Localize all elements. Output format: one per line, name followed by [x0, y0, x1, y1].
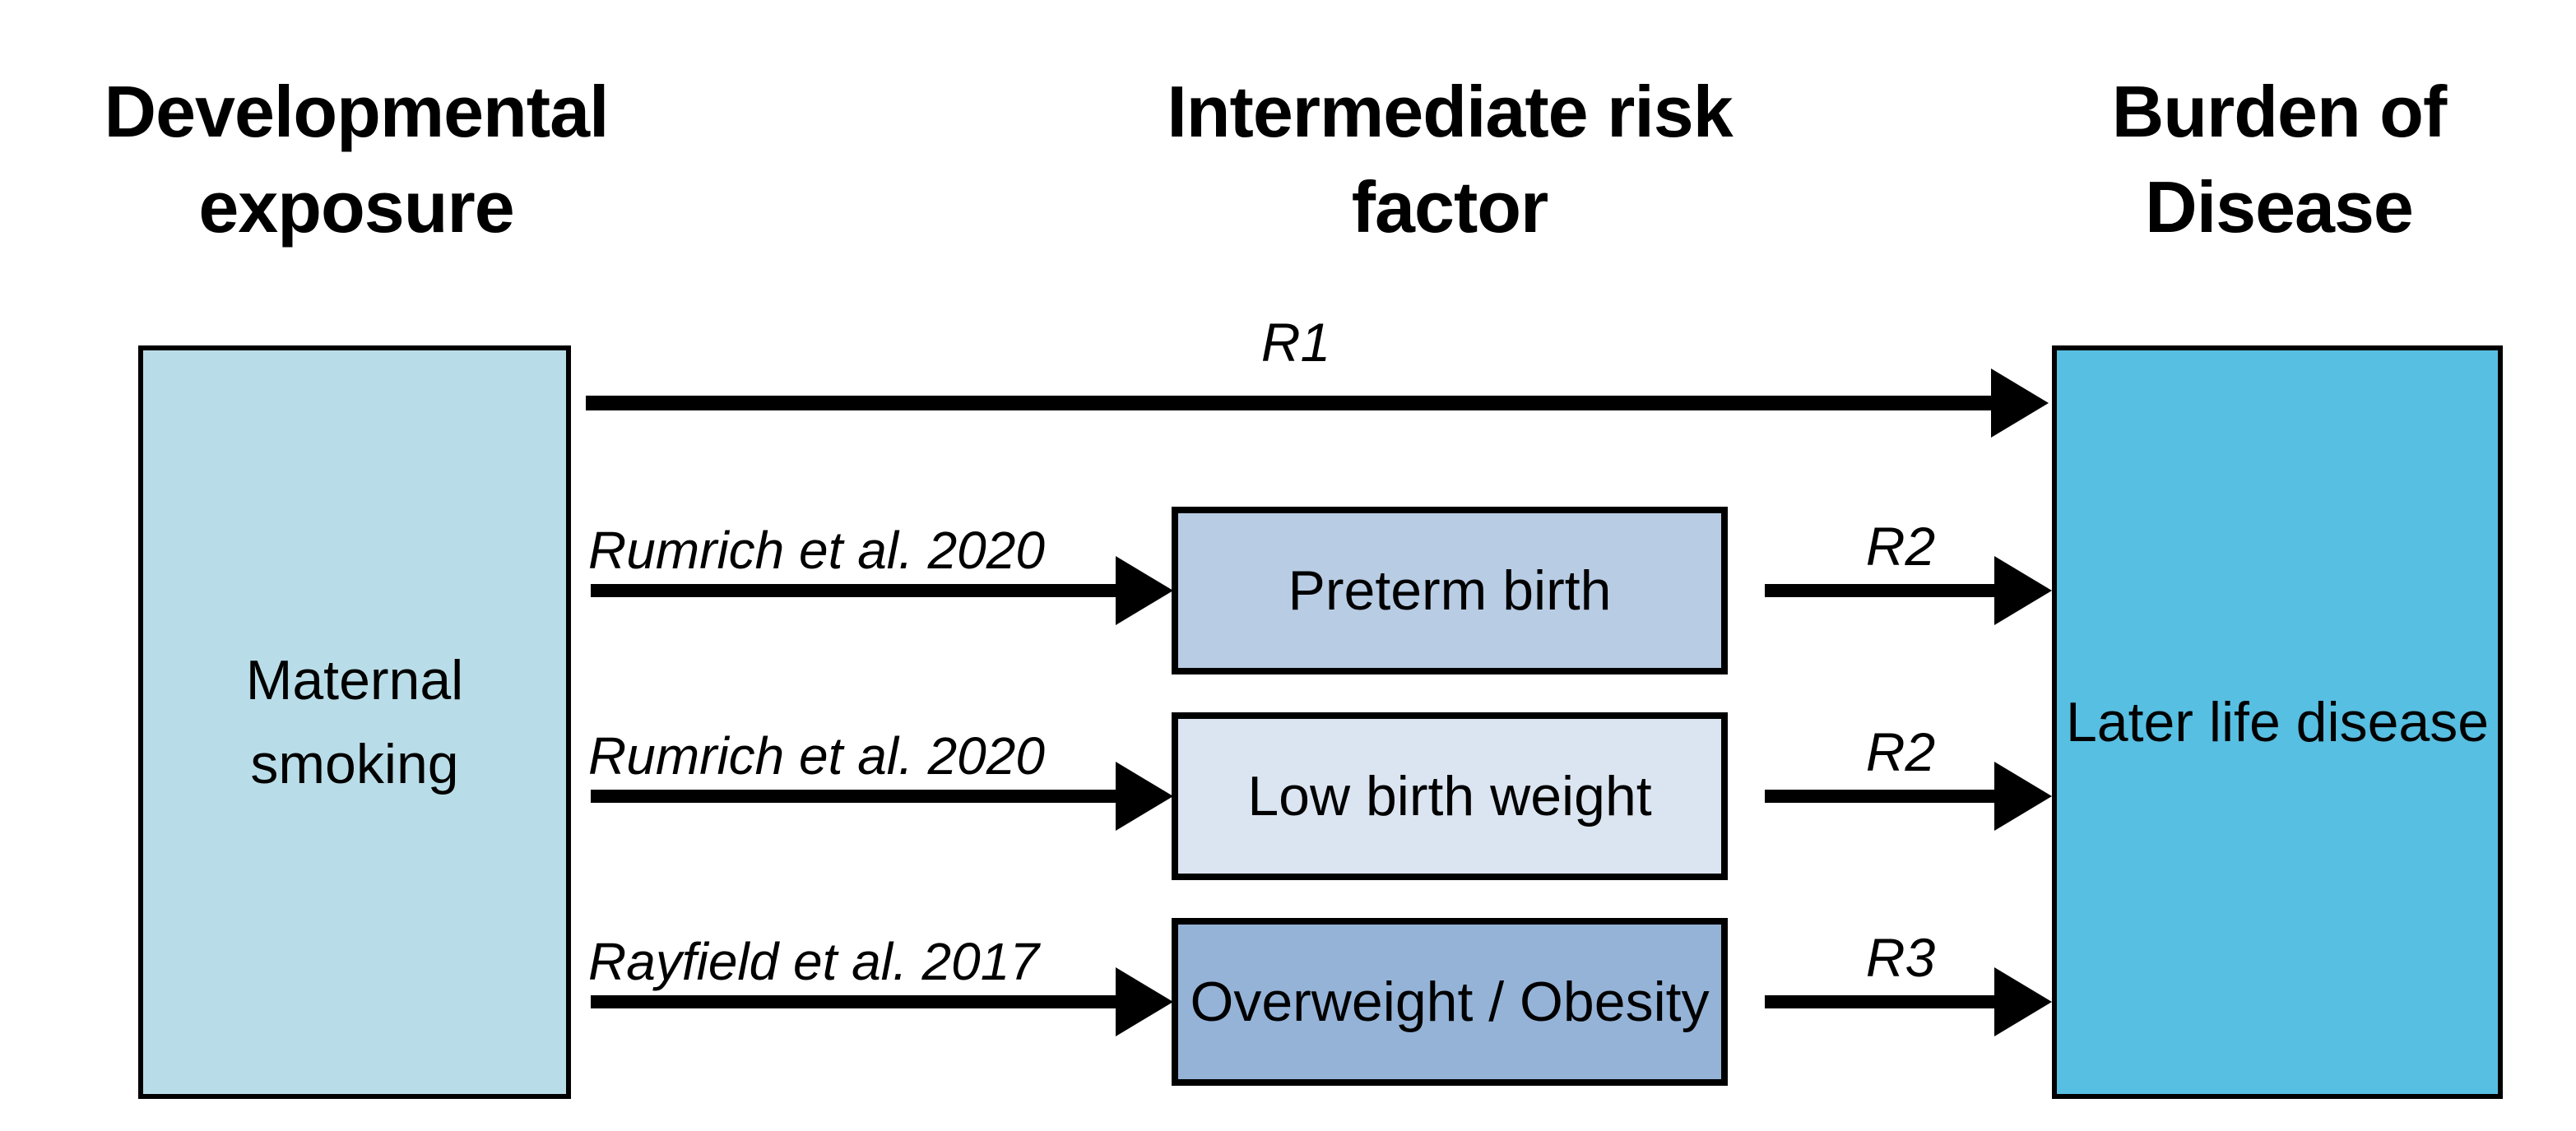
arrow-shaft	[591, 790, 1117, 803]
arrow-head-icon	[1991, 369, 2049, 438]
risk-label-r2: R2	[1865, 721, 1936, 782]
risk-label-r1: R1	[1260, 312, 1331, 373]
arrow-shaft	[1765, 995, 1995, 1008]
arrow-head-icon	[1116, 556, 1173, 625]
arrow-shaft	[1765, 790, 1995, 803]
outcome-node-label: Later life disease	[2065, 691, 2490, 753]
exposure-node-maternal-smoking: Maternal smoking	[138, 345, 571, 1099]
intermediate-node-label: Low birth weight	[1247, 764, 1652, 827]
intermediate-node-preterm-birth: Preterm birth	[1172, 507, 1728, 674]
intermediate-node-label: Preterm birth	[1288, 559, 1612, 622]
column-header-intermediate-risk-factor: Intermediate risk factor	[1167, 71, 1733, 248]
arrow-head-icon	[1994, 762, 2052, 831]
exposure-node-label: Maternal smoking	[245, 649, 464, 795]
arrow-shaft	[591, 995, 1117, 1008]
risk-label-r3: R3	[1865, 927, 1936, 988]
arrow-head-icon	[1994, 556, 2052, 625]
outcome-node-later-life-disease: Later life disease	[2052, 345, 2503, 1099]
intermediate-node-low-birth-weight: Low birth weight	[1172, 712, 1728, 880]
study-label: Rumrich et al. 2020	[588, 521, 1045, 580]
arrow-head-icon	[1116, 762, 1173, 831]
intermediate-node-overweight-obesity: Overweight / Obesity	[1172, 918, 1728, 1086]
arrow-shaft	[1765, 584, 1995, 597]
column-header-burden-of-disease: Burden of Disease	[2111, 71, 2448, 248]
study-label: Rumrich et al. 2020	[588, 726, 1045, 786]
column-header-developmental-exposure: Developmental exposure	[104, 71, 610, 248]
arrow-head-icon	[1116, 967, 1173, 1036]
intermediate-node-label: Overweight / Obesity	[1190, 970, 1710, 1033]
arrow-shaft	[591, 584, 1117, 597]
study-label: Rayfield et al. 2017	[588, 932, 1039, 991]
arrow-shaft	[586, 396, 1994, 410]
arrow-head-icon	[1994, 967, 2052, 1036]
risk-label-r2: R2	[1865, 516, 1936, 577]
